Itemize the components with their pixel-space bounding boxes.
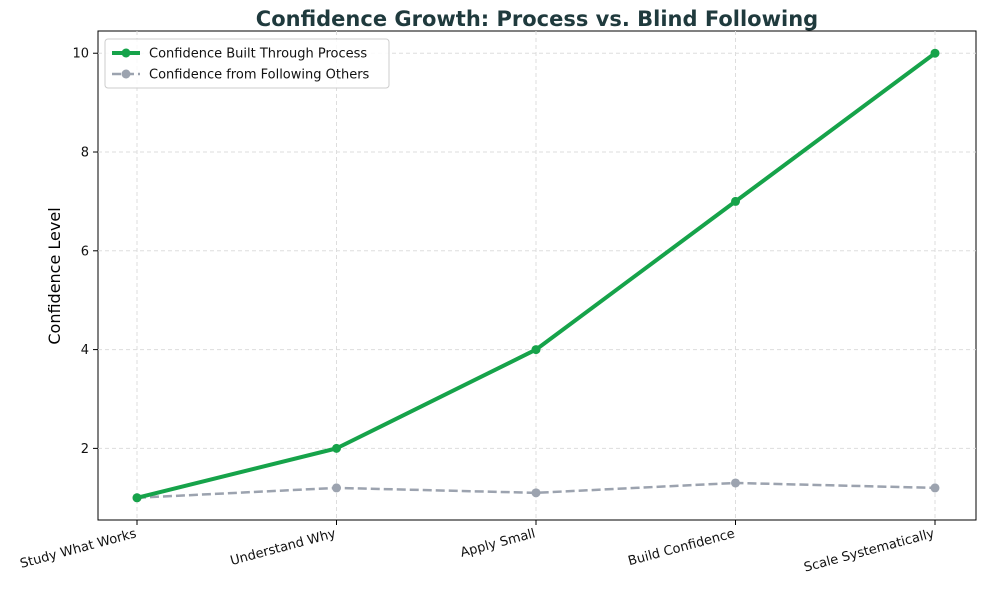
y-tick-label: 6 <box>81 244 89 259</box>
data-point-process <box>132 493 142 503</box>
data-point-following <box>731 478 740 488</box>
data-point-process <box>332 443 341 453</box>
y-tick-label: 10 <box>72 47 89 62</box>
chart-title: Confidence Growth: Process vs. Blind Fol… <box>256 7 818 31</box>
y-axis-label: Confidence Level <box>45 207 64 344</box>
x-tick-label: Understand Why <box>229 526 338 569</box>
plot-area <box>97 30 977 521</box>
legend-box <box>104 38 390 89</box>
legend-swatch-marker-following <box>121 69 131 79</box>
series-line-following <box>136 481 936 500</box>
x-axis: Study What Works Understand Why Apply Smal… <box>19 520 936 576</box>
data-point-following <box>332 483 341 493</box>
x-tick-label: Apply Small <box>459 526 537 560</box>
data-point-process <box>531 345 541 355</box>
legend-label-process: Confidence Built Through Process <box>149 47 367 62</box>
x-tick-label: Build Confidence <box>627 526 737 569</box>
data-point-process <box>930 48 940 58</box>
x-tick-label: Study What Works <box>19 526 139 572</box>
y-tick-label: 8 <box>81 146 89 161</box>
legend-swatch-marker-process <box>121 48 131 58</box>
series-layer <box>132 48 940 503</box>
data-point-process <box>731 196 740 206</box>
legend-label-following: Confidence from Following Others <box>149 68 370 83</box>
data-point-following <box>930 483 940 493</box>
grid-lines <box>98 31 976 520</box>
legend: Confidence Built Through Process Confiden… <box>104 38 390 89</box>
y-tick-label: 2 <box>81 442 89 457</box>
x-tick-label: Scale Systematically <box>802 526 936 575</box>
y-tick-label: 4 <box>81 343 89 358</box>
y-axis: 2 4 6 8 10 <box>72 47 98 457</box>
data-point-following <box>531 488 541 498</box>
